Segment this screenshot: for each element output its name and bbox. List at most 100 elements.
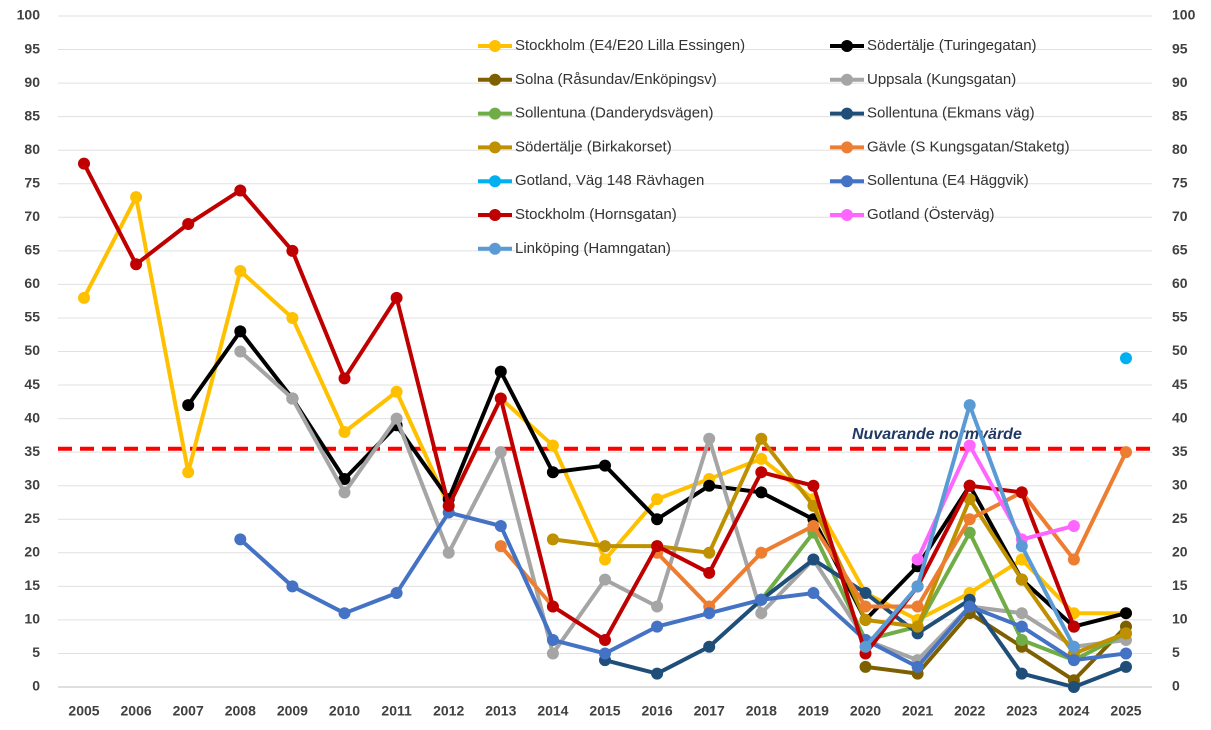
data-point (286, 244, 299, 257)
legend-marker (489, 175, 501, 188)
data-point (234, 345, 247, 358)
data-point (1015, 667, 1028, 680)
data-point (338, 426, 351, 439)
data-point (859, 587, 872, 600)
data-point (1067, 620, 1080, 633)
data-point (442, 546, 455, 559)
data-point (599, 634, 611, 647)
data-point (182, 466, 195, 479)
y2-tick-label: 15 (1172, 577, 1188, 593)
x-tick-label: 2021 (902, 703, 933, 719)
data-point (182, 218, 195, 231)
legend-label: Södertälje (Turingegatan) (867, 37, 1037, 54)
reference-label: Nuvarande normvärde (852, 426, 1022, 443)
series-line (655, 451, 1128, 609)
data-point (703, 432, 716, 445)
data-point (599, 573, 611, 586)
series-line (238, 350, 1127, 663)
legend-marker (489, 73, 501, 86)
legend-label: Solna (Råsundav/Enköpingsv) (515, 71, 717, 88)
legend-label: Sollentuna (E4 Häggvik) (867, 172, 1029, 189)
y-tick-label: 70 (24, 208, 40, 224)
data-point (494, 519, 507, 532)
y-tick-label: 35 (24, 443, 40, 459)
y-tick-label: 65 (24, 242, 40, 258)
x-tick-label: 2011 (381, 703, 412, 719)
data-point (1120, 660, 1132, 673)
data-point (546, 634, 559, 647)
data-point (755, 486, 768, 499)
y2-tick-label: 20 (1172, 544, 1188, 560)
data-point (651, 667, 664, 680)
data-point (1067, 519, 1080, 532)
data-point (963, 600, 976, 613)
x-tick-label: 2025 (1110, 703, 1141, 719)
data-point (807, 479, 820, 492)
data-point (130, 258, 143, 271)
y2-tick-label: 50 (1172, 342, 1188, 358)
x-tick-label: 2012 (433, 703, 464, 719)
x-tick-label: 2022 (954, 703, 985, 719)
y-tick-label: 40 (24, 409, 40, 425)
data-point (755, 546, 768, 559)
data-point (807, 553, 820, 566)
data-point (546, 600, 559, 613)
data-point (1015, 540, 1028, 553)
data-point (546, 647, 559, 660)
data-point (911, 580, 924, 593)
data-point (911, 600, 924, 613)
x-tick-label: 2018 (746, 703, 777, 719)
data-point (286, 311, 299, 324)
legend-marker (841, 73, 853, 86)
x-tick-label: 2013 (485, 703, 516, 719)
x-tick-label: 2017 (694, 703, 725, 719)
data-point (1120, 352, 1132, 365)
data-point (1120, 627, 1132, 640)
y2-tick-label: 5 (1172, 644, 1180, 660)
data-point (546, 466, 559, 479)
data-point (703, 546, 716, 559)
legend-marker (841, 40, 853, 52)
data-point (234, 325, 247, 338)
y2-tick-label: 30 (1172, 476, 1188, 492)
y-tick-label: 60 (24, 275, 40, 291)
data-point (234, 264, 247, 277)
data-point (599, 553, 611, 566)
data-point (755, 432, 768, 445)
data-point (963, 439, 976, 452)
data-point (494, 392, 507, 405)
data-point (442, 499, 455, 512)
y-tick-label: 0 (32, 678, 40, 694)
data-point (390, 412, 403, 425)
data-point (390, 385, 403, 398)
data-point (651, 540, 664, 553)
data-point (494, 446, 507, 459)
data-point (234, 184, 247, 197)
data-point (1015, 607, 1028, 620)
x-tick-label: 2023 (1006, 703, 1037, 719)
legend-marker (489, 242, 501, 255)
data-point (338, 472, 351, 485)
x-tick-label: 2009 (277, 703, 308, 719)
data-point (182, 399, 195, 412)
y2-tick-label: 0 (1172, 678, 1180, 694)
data-point (963, 493, 976, 506)
x-tick-label: 2014 (537, 703, 568, 719)
y-tick-label: 20 (24, 544, 40, 560)
legend-label: Gotland, Väg 148 Rävhagen (515, 172, 704, 189)
data-point (338, 372, 351, 385)
legend-marker (841, 209, 853, 221)
data-point (859, 660, 872, 673)
data-point (1120, 446, 1132, 459)
data-point (963, 479, 976, 492)
data-point (1067, 553, 1080, 566)
legend-marker (841, 141, 853, 154)
data-point (1120, 647, 1132, 660)
data-point (286, 392, 299, 405)
data-point (755, 593, 768, 606)
legend-label: Sollentuna (Ekmans väg) (867, 105, 1035, 122)
data-point (651, 513, 664, 526)
data-point (703, 479, 716, 492)
series-line (238, 510, 1127, 669)
